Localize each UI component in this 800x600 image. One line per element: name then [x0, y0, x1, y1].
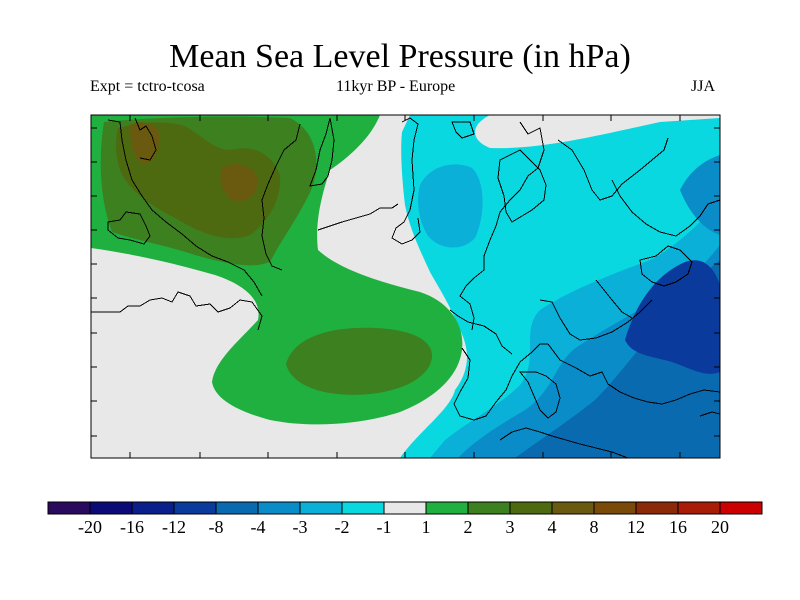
blue-zone	[515, 260, 720, 458]
colorbar-label: -2	[334, 517, 350, 537]
colorbar-swatch	[551, 501, 595, 515]
brown-zone	[130, 122, 160, 164]
mid-blue-zone	[680, 155, 720, 235]
colorbar-label: -4	[250, 517, 266, 537]
colorbar-label: -20	[78, 517, 102, 537]
colorbar-swatch	[47, 501, 91, 515]
colorbar-swatch	[257, 501, 301, 515]
colorbar-swatch	[509, 501, 553, 515]
colorbar-label: -3	[292, 517, 308, 537]
colorbar-swatch	[383, 501, 427, 515]
map-plot-area	[91, 115, 720, 458]
colorbar-swatch	[89, 501, 133, 515]
experiment-label: Expt = tctro-tcosa	[90, 78, 205, 95]
colorbar-swatch	[635, 501, 679, 515]
colorbar-swatch	[131, 501, 175, 515]
season-label: JJA	[691, 78, 716, 95]
colorbar-label: 8	[589, 517, 599, 537]
colorbar-swatch	[341, 501, 385, 515]
colorbar-swatch	[677, 501, 721, 515]
colorbar-swatch	[719, 501, 763, 515]
colorbar-label: 16	[669, 517, 687, 537]
colorbar-swatch	[593, 501, 637, 515]
colorbar-label: 12	[627, 517, 645, 537]
colorbar-label: 2	[463, 517, 473, 537]
coastlines	[91, 117, 720, 458]
colorbar-swatch	[173, 501, 217, 515]
colorbar-label: 20	[711, 517, 729, 537]
colorbar-label: -1	[376, 517, 392, 537]
olive-zone	[286, 327, 433, 395]
period-region-label: 11kyr BP - Europe	[336, 78, 456, 95]
colorbar-swatch	[467, 501, 511, 515]
dark-blue-zone	[625, 260, 720, 374]
colorbar-label: 4	[547, 517, 557, 537]
colorbar-swatch	[425, 501, 469, 515]
colorbar-label: -12	[162, 517, 186, 537]
colorbar-label: 3	[505, 517, 515, 537]
colorbar-label: 1	[421, 517, 431, 537]
colorbar-label: -8	[208, 517, 224, 537]
colorbar-label: -16	[120, 517, 144, 537]
chart-title: Mean Sea Level Pressure (in hPa)	[169, 38, 631, 75]
light-blue-zone	[418, 164, 483, 248]
map-ticks	[91, 115, 720, 458]
colorbar-swatch	[299, 501, 343, 515]
brown-zone	[220, 164, 258, 202]
colorbar	[47, 501, 763, 515]
colorbar-swatch	[215, 501, 259, 515]
